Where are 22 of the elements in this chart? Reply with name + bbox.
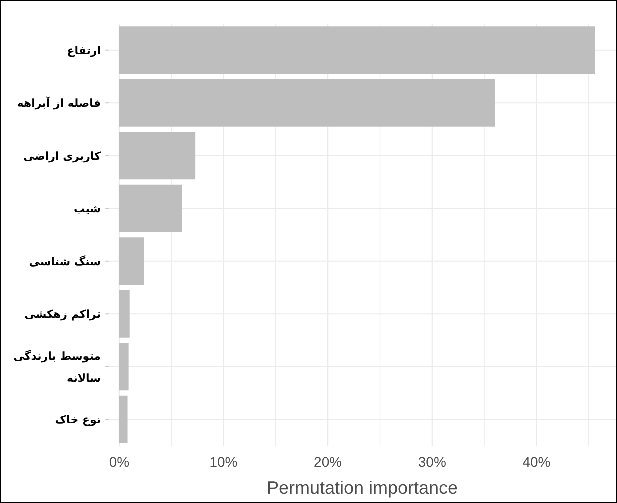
y-tick-label: نوع خاک: [55, 414, 101, 427]
y-tick-label: کاربری اراضی: [24, 150, 102, 163]
bar: [119, 290, 130, 338]
bar: [119, 26, 596, 74]
y-tick-label: سنگ شناسی: [29, 255, 101, 268]
x-axis-title: Permutation importance: [266, 478, 458, 498]
y-tick-label: ارتفاع: [67, 44, 101, 58]
bar: [119, 184, 182, 232]
x-tick-label: 20%: [314, 454, 342, 470]
bar: [119, 396, 128, 444]
y-tick-label: تراکم زهکشی: [24, 308, 101, 322]
bar: [119, 238, 144, 286]
x-tick-label: 30%: [418, 454, 446, 470]
x-tick-label: 10%: [210, 454, 238, 470]
bar: [119, 132, 196, 180]
x-tick-label: 40%: [522, 454, 551, 470]
bar: [119, 343, 129, 391]
y-tick-label: فاصله از آبراهه: [17, 96, 101, 110]
x-tick-label: 0%: [109, 454, 130, 470]
bar: [119, 79, 495, 127]
y-tick-label: متوسط بارندگی سالانه: [14, 350, 101, 385]
y-tick-label: شیب: [74, 202, 101, 216]
